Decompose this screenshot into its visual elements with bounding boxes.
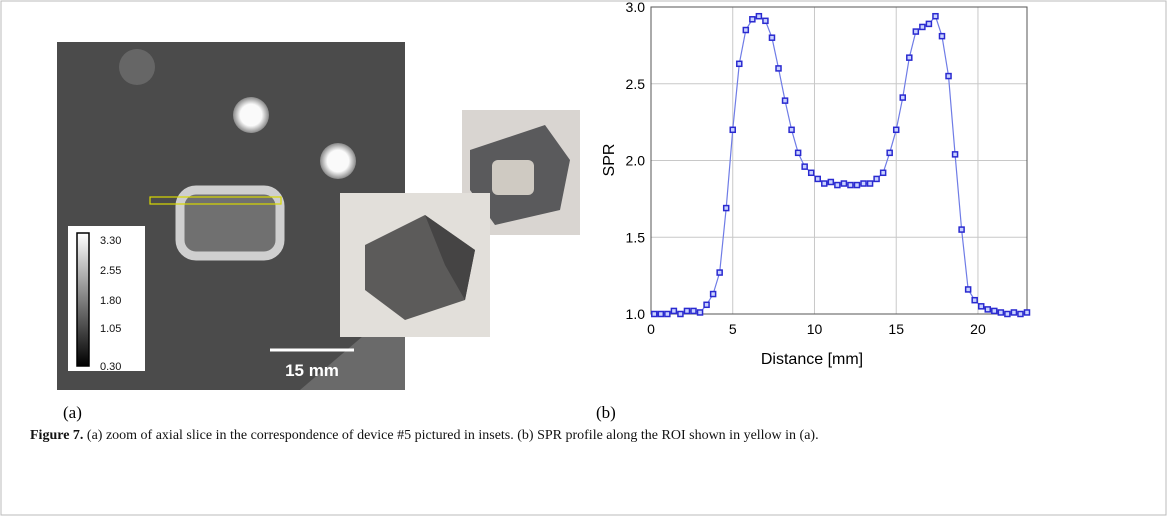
marker [815, 176, 820, 181]
marker [652, 312, 657, 317]
marker [1025, 310, 1030, 315]
marker [1005, 312, 1010, 317]
marker [828, 179, 833, 184]
caption-label: Figure 7. [30, 428, 83, 443]
marker [868, 181, 873, 186]
ct-insert [119, 49, 155, 85]
scale-bar-label: 15 mm [285, 361, 339, 380]
marker [907, 55, 912, 60]
marker [900, 95, 905, 100]
y-tick-label: 2.0 [626, 153, 646, 169]
marker [822, 181, 827, 186]
marker [763, 18, 768, 23]
marker [985, 307, 990, 312]
marker [894, 127, 899, 132]
marker [717, 270, 722, 275]
y-tick-label: 1.0 [626, 306, 646, 322]
marker [789, 127, 794, 132]
y-tick-label: 2.5 [626, 76, 646, 92]
x-tick-label: 20 [970, 321, 986, 337]
marker [953, 152, 958, 157]
panel-label: (a) [63, 403, 82, 422]
y-axis-label: SPR [601, 144, 618, 177]
y-tick-label: 1.5 [626, 229, 646, 245]
colorbar-tick: 1.05 [100, 323, 121, 335]
colorbar-tick: 2.55 [100, 265, 121, 277]
marker [665, 312, 670, 317]
marker [874, 176, 879, 181]
marker [946, 74, 951, 79]
marker [678, 312, 683, 317]
colorbar [77, 233, 89, 366]
marker [933, 14, 938, 19]
marker [861, 181, 866, 186]
marker [671, 308, 676, 313]
marker [835, 183, 840, 188]
marker [796, 150, 801, 155]
marker [783, 98, 788, 103]
y-tick-label: 3.0 [626, 0, 646, 15]
marker [724, 206, 729, 211]
colorbar-tick: 1.80 [100, 295, 121, 307]
marker [756, 14, 761, 19]
marker [854, 183, 859, 188]
marker [776, 66, 781, 71]
marker [979, 304, 984, 309]
marker [743, 28, 748, 33]
x-tick-label: 15 [888, 321, 904, 337]
marker [711, 292, 716, 297]
marker [737, 61, 742, 66]
marker [966, 287, 971, 292]
marker [769, 35, 774, 40]
colorbar-tick: 3.30 [100, 235, 121, 247]
ct-insert [233, 97, 269, 133]
ct-device [180, 190, 280, 256]
caption-text: (a) zoom of axial slice in the correspon… [87, 428, 819, 443]
marker [658, 312, 663, 317]
marker [1011, 310, 1016, 315]
panel-label: (b) [596, 403, 616, 422]
x-axis-label: Distance [mm] [761, 351, 863, 368]
marker [691, 308, 696, 313]
marker [881, 170, 886, 175]
marker [730, 127, 735, 132]
marker [920, 24, 925, 29]
marker [848, 183, 853, 188]
marker [992, 308, 997, 313]
marker [698, 310, 703, 315]
marker [913, 29, 918, 34]
marker [972, 298, 977, 303]
x-tick-label: 10 [807, 321, 823, 337]
x-tick-label: 0 [647, 321, 655, 337]
marker [802, 164, 807, 169]
marker [959, 227, 964, 232]
x-tick-label: 5 [729, 321, 737, 337]
marker [887, 150, 892, 155]
marker [809, 170, 814, 175]
marker [998, 310, 1003, 315]
marker [939, 34, 944, 39]
ct-insert [320, 143, 356, 179]
figure: 3.30 2.55 1.80 1.05 0.30 15 mm (a) (b) D… [0, 0, 1168, 517]
marker [1018, 312, 1023, 317]
marker [926, 21, 931, 26]
caption: Figure 7. (a) zoom of axial slice in the… [30, 426, 1110, 446]
marker [841, 181, 846, 186]
colorbar-tick: 0.30 [100, 361, 121, 373]
marker [750, 17, 755, 22]
device-photo [492, 160, 534, 195]
marker [704, 302, 709, 307]
marker [684, 308, 689, 313]
